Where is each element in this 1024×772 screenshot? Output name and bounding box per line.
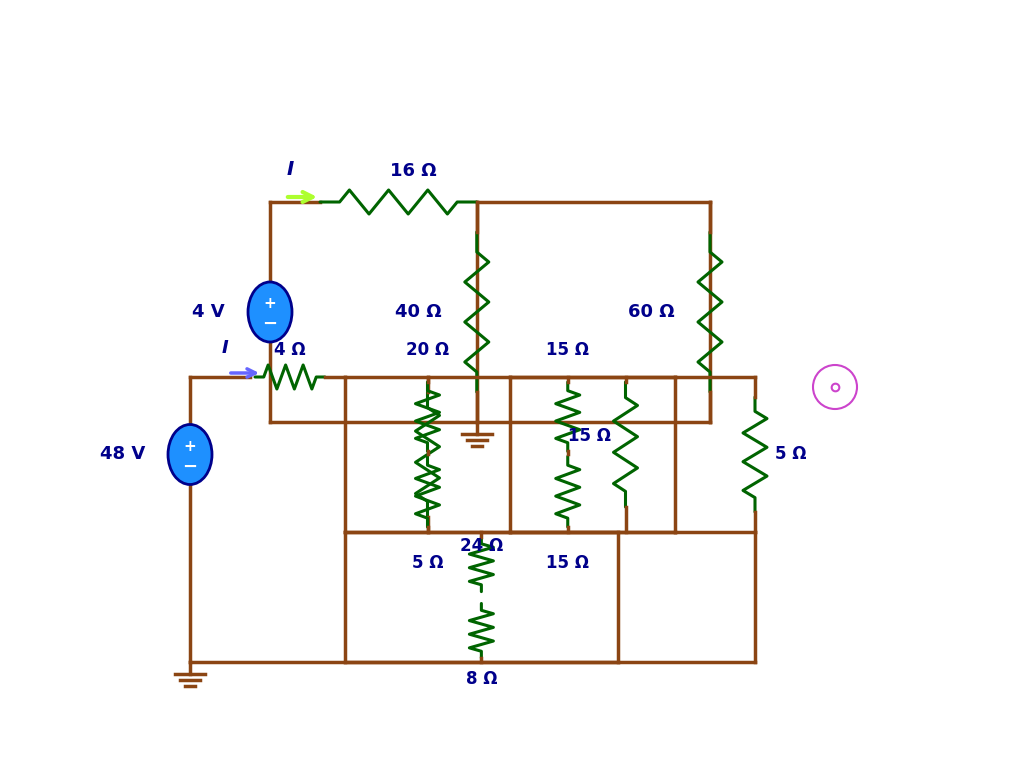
Circle shape <box>813 365 857 409</box>
Text: +: + <box>263 296 276 311</box>
Text: −: − <box>262 315 278 333</box>
Ellipse shape <box>248 282 292 342</box>
Text: 5 Ω: 5 Ω <box>775 445 807 463</box>
Text: 20 Ω: 20 Ω <box>406 341 450 359</box>
Text: 15 Ω: 15 Ω <box>546 341 589 359</box>
Text: 60 Ω: 60 Ω <box>629 303 675 321</box>
Text: 15 Ω: 15 Ω <box>546 554 589 572</box>
Text: 15 Ω: 15 Ω <box>567 427 610 445</box>
Text: 16 Ω: 16 Ω <box>390 162 436 180</box>
Text: −: − <box>182 458 198 476</box>
Text: 24 Ω: 24 Ω <box>460 537 503 555</box>
Text: 48 V: 48 V <box>99 445 145 463</box>
Text: +: + <box>183 439 197 454</box>
Text: 4 V: 4 V <box>193 303 225 321</box>
Text: 8 Ω: 8 Ω <box>466 670 497 688</box>
Text: 40 Ω: 40 Ω <box>395 303 441 321</box>
Text: I: I <box>221 339 228 357</box>
Text: 4 Ω: 4 Ω <box>274 341 306 359</box>
Text: I: I <box>287 160 294 179</box>
Text: 5 Ω: 5 Ω <box>412 554 443 572</box>
Ellipse shape <box>168 425 212 485</box>
